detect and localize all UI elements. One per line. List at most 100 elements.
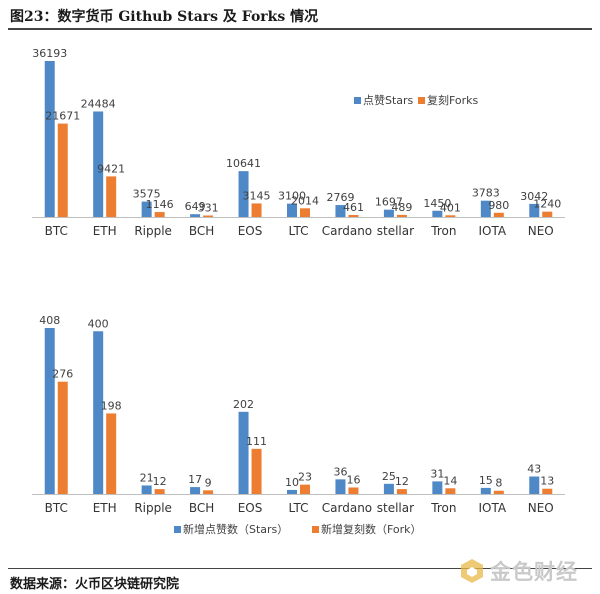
bar-series1 — [190, 214, 201, 217]
data-label: 980 — [488, 199, 509, 212]
data-label: 202 — [233, 398, 254, 411]
bar-series2 — [300, 208, 310, 217]
bar-series2 — [396, 489, 407, 494]
legend-swatch — [354, 97, 361, 104]
bar-series1 — [480, 200, 491, 217]
x-tick-label: EOS — [238, 224, 263, 238]
x-tick-label: stellar — [377, 501, 414, 515]
bar-series1 — [287, 203, 297, 217]
data-label: 649 — [185, 200, 206, 213]
data-label: 10 — [285, 476, 299, 489]
data-label: 3783 — [472, 187, 500, 200]
legend-swatch — [312, 526, 319, 533]
bar-series2 — [57, 381, 68, 494]
bar-series2 — [493, 212, 504, 217]
data-label: 15 — [479, 474, 493, 487]
x-tick-label: IOTA — [479, 224, 507, 238]
data-label: 36 — [333, 465, 347, 478]
bar-series2 — [57, 123, 68, 217]
bar-series2 — [251, 448, 262, 494]
legend: 点赞Stars 复刻Forks — [354, 93, 479, 107]
data-label: 36193 — [32, 47, 67, 60]
data-label: 2769 — [326, 191, 354, 204]
data-label: 24484 — [81, 97, 116, 110]
x-tick-label: BCH — [189, 224, 214, 238]
x-tick-label: Tron — [430, 501, 456, 515]
x-tick-label: NEO — [528, 224, 554, 238]
bar-series2 — [493, 490, 504, 494]
bar-series1 — [335, 479, 346, 494]
bar-series1 — [190, 487, 201, 494]
x-tick-label: Cardano — [322, 224, 372, 238]
data-label: 198 — [101, 399, 122, 412]
data-label: 12 — [395, 475, 409, 488]
watermark-text: 金色财经 — [490, 560, 578, 584]
legend-label: 复刻Forks — [427, 93, 479, 107]
data-label: 10641 — [226, 157, 261, 170]
data-label: 461 — [343, 201, 364, 214]
bar-series1 — [432, 481, 443, 494]
bar-series1 — [44, 61, 55, 217]
x-tick-label: stellar — [377, 224, 414, 238]
bar-series2 — [203, 490, 214, 494]
data-label: 1240 — [533, 198, 561, 211]
data-label: 14 — [443, 474, 457, 487]
x-tick-label: NEO — [528, 501, 554, 515]
bar-series1 — [529, 203, 540, 217]
x-tick-label: LTC — [288, 224, 308, 238]
bar-series2 — [348, 215, 359, 217]
x-tick-label: BTC — [45, 501, 68, 515]
data-label: 31 — [430, 467, 444, 480]
data-label: 3042 — [520, 190, 548, 203]
x-tick-label: IOTA — [479, 501, 507, 515]
bar-series2 — [300, 484, 310, 494]
data-label: 276 — [52, 368, 73, 381]
data-label: 9421 — [97, 162, 125, 175]
data-label: 3145 — [243, 189, 271, 202]
bar-series1 — [432, 210, 443, 217]
jinse-logo-icon — [461, 559, 483, 583]
data-label: 8 — [495, 477, 502, 490]
bar-series2 — [445, 215, 456, 217]
bar-series1 — [141, 201, 152, 217]
data-label: 408 — [39, 314, 60, 327]
data-label: 16 — [346, 473, 360, 486]
data-label: 111 — [246, 435, 267, 448]
data-label: 400 — [88, 317, 109, 330]
bar-series1 — [383, 209, 394, 217]
data-label: 9 — [205, 476, 212, 489]
data-label: 13 — [540, 475, 554, 488]
x-tick-label: LTC — [288, 501, 308, 515]
bar-series1 — [335, 205, 346, 217]
data-label: 43 — [527, 463, 541, 476]
bar-series1 — [93, 331, 104, 494]
bar-series1 — [480, 487, 491, 494]
data-label: 21671 — [45, 110, 80, 123]
legend-label: 新增复刻数（Fork） — [321, 522, 422, 536]
x-tick-label: BTC — [45, 224, 68, 238]
data-label: 1146 — [146, 198, 174, 211]
legend-label: 点赞Stars — [363, 94, 414, 107]
bar-series2 — [106, 413, 117, 494]
x-tick-label: BCH — [189, 501, 214, 515]
data-label: 1697 — [375, 196, 403, 209]
x-tick-label: ETH — [93, 224, 117, 238]
data-label: 331 — [198, 202, 219, 215]
data-label: 17 — [188, 473, 202, 486]
data-label: 3100 — [278, 190, 306, 203]
data-label: 489 — [391, 201, 412, 214]
x-tick-label: Ripple — [134, 224, 172, 238]
data-label: 1450 — [423, 197, 451, 210]
data-label: 3575 — [133, 188, 161, 201]
bar-series1 — [93, 111, 104, 217]
x-tick-label: EOS — [238, 501, 263, 515]
data-label: 12 — [153, 475, 167, 488]
bar-series2 — [348, 487, 359, 494]
bar-series1 — [529, 476, 540, 494]
bar-series2 — [154, 212, 165, 217]
bar-series1 — [287, 489, 297, 494]
data-source: 数据来源：火币区块链研究院 — [10, 577, 180, 592]
bar-series1 — [141, 485, 152, 494]
bar-series1 — [238, 411, 249, 494]
